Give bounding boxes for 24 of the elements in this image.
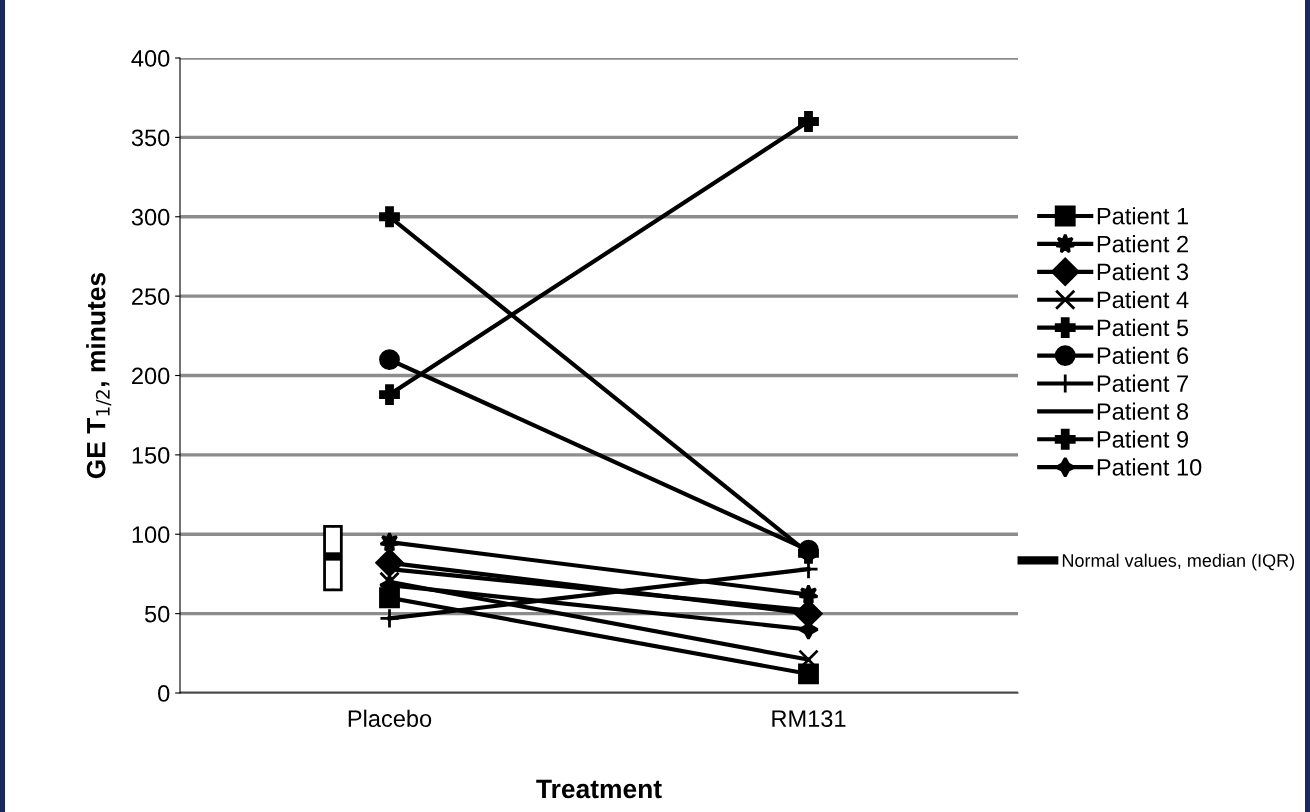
legend-label: Patient 1 (1097, 207, 1188, 225)
y-tick-label: 400 (131, 50, 170, 67)
x-tick-label: RM131 (772, 710, 846, 728)
legend-label: Patient 4 (1097, 290, 1189, 309)
y-tick-label: 100 (132, 526, 170, 544)
y-tick-label: 200 (132, 367, 170, 385)
x-tick-label: Placebo (348, 709, 432, 728)
y-tick-label: 0 (158, 685, 170, 702)
legend-label: Patient 3 (1097, 262, 1189, 281)
legend-label: Patient 8 (1097, 402, 1189, 420)
y-tick-label: 250 (132, 288, 170, 305)
legend-label: Patient 6 (1097, 346, 1189, 365)
legend-label: Patient 2 (1097, 235, 1188, 253)
legend-label: Patient 5 (1097, 318, 1189, 337)
legend-label: Patient 10 (1097, 458, 1202, 476)
y-tick-label: 350 (131, 129, 170, 147)
x-axis-title: Treatment (536, 779, 662, 799)
y-tick-label: 150 (132, 446, 170, 464)
y-tick-label: 50 (144, 605, 170, 623)
legend-label: Patient 9 (1097, 430, 1188, 448)
y-axis-title: GE T$_{1/2}$, minutes (86, 272, 112, 479)
legend-label: Normal values, median (IQR) (1062, 553, 1295, 571)
legend-label: Patient 7 (1097, 374, 1188, 392)
y-tick-label: 300 (131, 208, 170, 226)
